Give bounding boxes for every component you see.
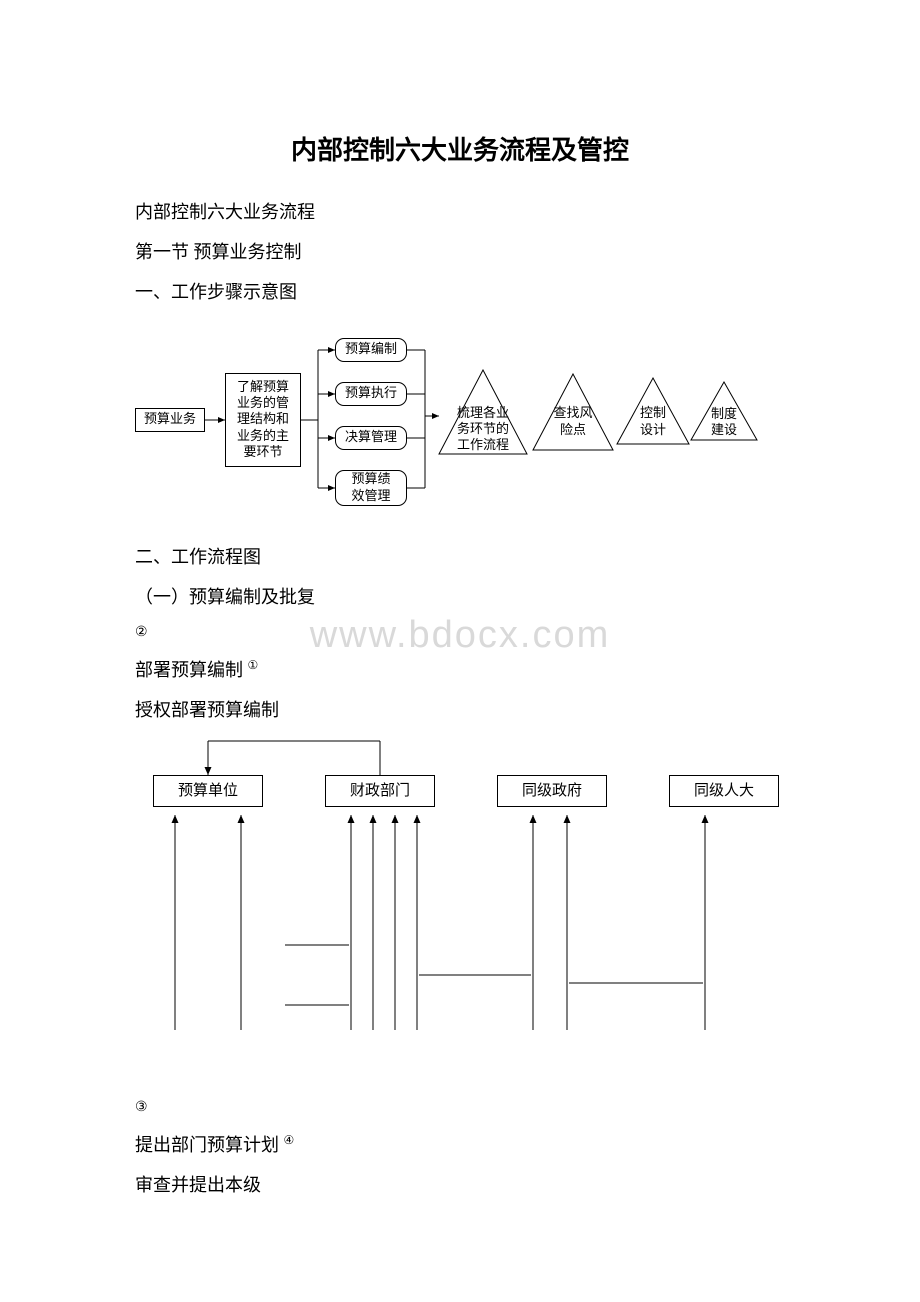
text-span: 提出部门预算计划 bbox=[135, 1135, 279, 1155]
text-span: 部署预算编制 bbox=[135, 660, 243, 680]
flow-node-label: 制度 建设 bbox=[694, 406, 754, 439]
flow-node: 预算绩 效管理 bbox=[335, 470, 407, 506]
text-line: （一）预算编制及批复 bbox=[135, 580, 785, 614]
flow-node-label: 查找风 险点 bbox=[543, 405, 603, 438]
flow-node: 预算业务 bbox=[135, 408, 205, 432]
page-title: 内部控制六大业务流程及管控 bbox=[135, 130, 785, 167]
flow-node-label: 控制 设计 bbox=[623, 405, 683, 438]
workflow-diagram-2: 预算单位 财政部门 同级政府 同级人大 bbox=[135, 735, 795, 1065]
flow-box: 财政部门 bbox=[325, 775, 435, 807]
text-line: ② bbox=[135, 620, 785, 647]
flow-box: 同级政府 bbox=[497, 775, 607, 807]
flow-node-label: 梳理各业 务环节的 工作流程 bbox=[453, 405, 513, 454]
superscript: ① bbox=[248, 658, 259, 672]
text-line: 内部控制六大业务流程 bbox=[135, 195, 785, 229]
workflow-diagram-1: 预算业务了解预算 业务的管 理结构和 业务的主 要环节 预算编制预算执行决算管理预… bbox=[135, 330, 795, 510]
text-line: 部署预算编制 ① bbox=[135, 653, 785, 687]
flow-node: 预算执行 bbox=[335, 382, 407, 406]
flow-node: 决算管理 bbox=[335, 426, 407, 450]
flow-box: 预算单位 bbox=[153, 775, 263, 807]
flow-node: 了解预算 业务的管 理结构和 业务的主 要环节 bbox=[225, 373, 301, 467]
text-line: 二、工作流程图 bbox=[135, 540, 785, 574]
flow-box: 同级人大 bbox=[669, 775, 779, 807]
text-line: ③ bbox=[135, 1095, 785, 1122]
text-line: 提出部门预算计划 ④ bbox=[135, 1128, 785, 1162]
flow-node: 预算编制 bbox=[335, 338, 407, 362]
superscript: ④ bbox=[284, 1133, 295, 1147]
text-line: 授权部署预算编制 bbox=[135, 693, 785, 727]
text-line: 一、工作步骤示意图 bbox=[135, 275, 785, 309]
text-line: 审查并提出本级 bbox=[135, 1168, 785, 1202]
text-line: 第一节 预算业务控制 bbox=[135, 235, 785, 269]
